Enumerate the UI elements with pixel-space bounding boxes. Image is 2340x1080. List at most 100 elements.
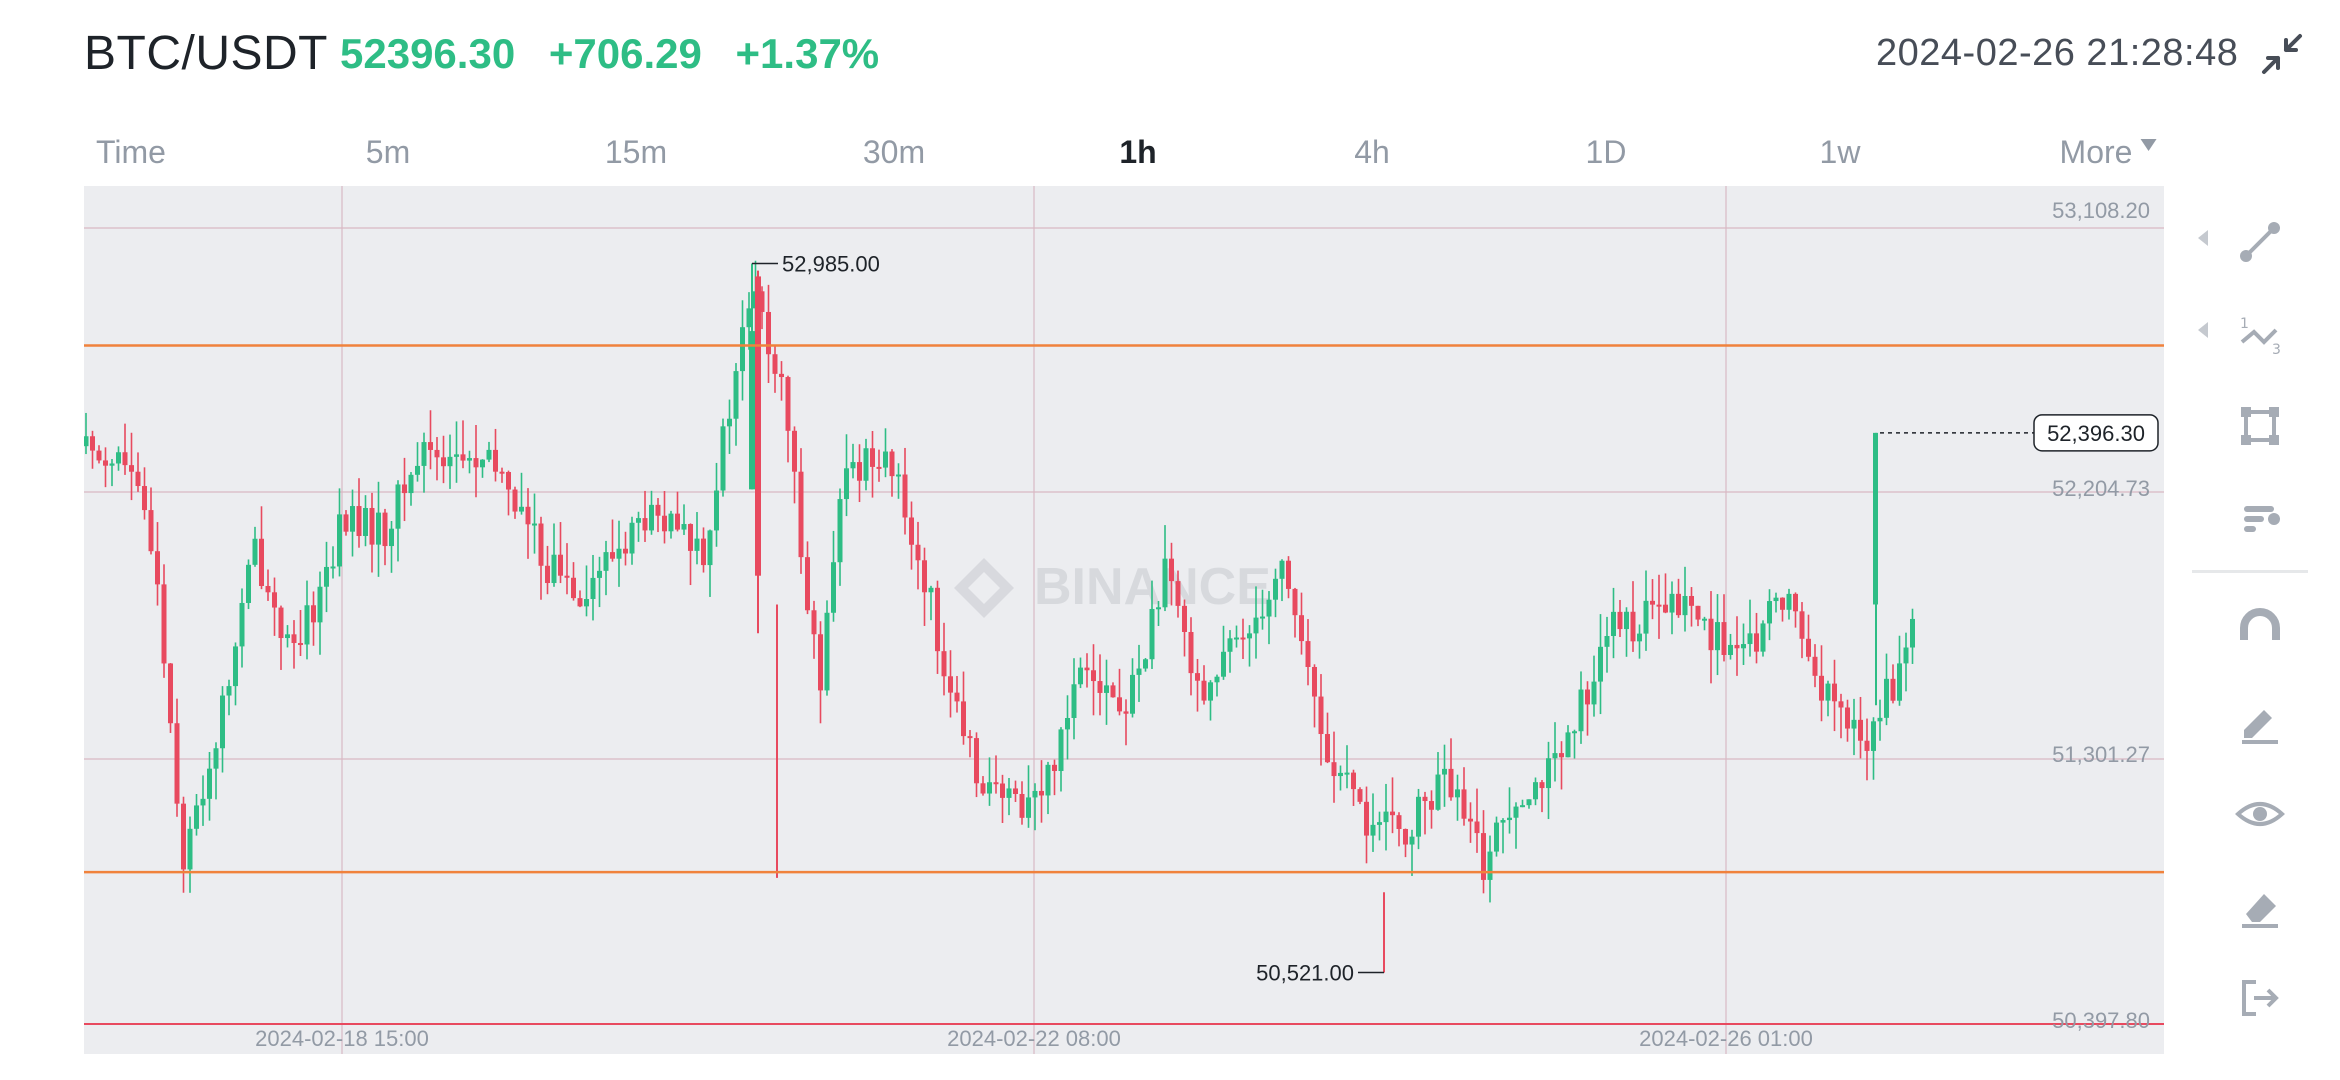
indicator-bars-icon[interactable] <box>2234 492 2286 544</box>
chart-canvas[interactable]: BINANCE 52,985.00 50,521.00 52,396.30 53,108… <box>84 186 2164 1054</box>
y-axis-label: 52,204.73 <box>2052 476 2150 501</box>
candle-body <box>740 327 745 372</box>
exit-icon[interactable] <box>2234 972 2286 1024</box>
trend-line-icon[interactable] <box>2234 216 2286 268</box>
candle-body <box>1617 611 1623 630</box>
candle-body <box>1682 595 1688 616</box>
candle-body <box>909 517 914 545</box>
price-change: +706.29 <box>548 30 702 77</box>
candle-body <box>142 486 147 511</box>
candle-body <box>1032 790 1038 798</box>
candle-body <box>337 514 342 567</box>
candle-body <box>558 554 563 576</box>
candle-body <box>103 460 108 466</box>
price-group: 52396.30 +706.29 +1.37% <box>340 30 901 78</box>
candle-body <box>694 538 700 551</box>
candle-body <box>187 828 193 870</box>
high-annotation: 52,985.00 <box>782 251 880 276</box>
tab-15m[interactable]: 15m <box>604 134 668 170</box>
tab-1d[interactable]: 1D <box>1585 134 1627 170</box>
candle-body <box>1383 811 1389 823</box>
candle-body <box>1663 604 1668 613</box>
candle-body <box>766 311 771 355</box>
expand-left-icon[interactable] <box>2198 230 2208 246</box>
tab-30m[interactable]: 30m <box>862 134 926 170</box>
candle-body <box>272 592 277 608</box>
y-axis-label: 50,397.80 <box>2052 1008 2150 1033</box>
candle-body <box>1754 633 1759 652</box>
candle-body <box>395 484 401 529</box>
candle-body <box>1195 673 1200 681</box>
candle-body <box>1858 719 1863 741</box>
candle-body <box>1162 558 1168 608</box>
candle-body <box>1890 678 1896 701</box>
candle-body <box>343 514 349 532</box>
candle-body <box>96 450 102 461</box>
eraser-icon[interactable] <box>2234 880 2286 932</box>
candle-body <box>746 308 752 328</box>
candle-body <box>129 465 134 472</box>
tab-more[interactable]: More <box>2060 134 2157 171</box>
candle-body <box>291 634 297 644</box>
candle-body <box>577 598 583 607</box>
rectangle-shape-icon[interactable] <box>2234 400 2286 452</box>
candle-body <box>1708 618 1714 651</box>
candle-body <box>220 695 225 749</box>
candle-body <box>749 331 755 490</box>
magnet-icon[interactable] <box>2234 604 2286 656</box>
candle-body <box>941 651 947 677</box>
brush-icon[interactable] <box>2234 696 2286 748</box>
candle-body <box>1058 729 1064 772</box>
candle-body <box>844 468 849 500</box>
candle-body <box>1565 732 1571 758</box>
candle-body <box>259 538 264 586</box>
candle-body <box>805 557 810 611</box>
expand-left-icon[interactable] <box>2198 322 2208 338</box>
visibility-eye-icon[interactable] <box>2234 788 2286 840</box>
trading-pair[interactable]: BTC/USDT <box>84 27 328 80</box>
candle-body <box>870 448 875 467</box>
candle-body <box>1780 597 1785 610</box>
candle-body <box>252 538 258 565</box>
candle-body <box>1097 681 1103 693</box>
last-price-tag-box <box>2033 414 2159 452</box>
collapse-icon[interactable] <box>2258 30 2306 78</box>
candle-body <box>181 803 186 870</box>
candle-body <box>961 701 966 737</box>
candle-body <box>90 436 95 451</box>
candlestick-chart[interactable]: BINANCE 52,985.00 50,521.00 52,396.30 53,108… <box>84 186 2164 1054</box>
candle-body <box>707 530 713 566</box>
candle-body <box>1370 824 1376 836</box>
tab-4h[interactable]: 4h <box>1354 134 1390 170</box>
candle-body <box>1806 638 1811 657</box>
tab-1h[interactable]: 1h <box>1119 134 1157 170</box>
candle-body <box>1819 675 1824 701</box>
candle-body <box>1624 611 1629 630</box>
candle-body <box>1897 663 1902 701</box>
candle-body <box>1812 656 1818 676</box>
current-datetime: 2024-02-26 21:28:48 <box>1876 32 2239 74</box>
candle-body <box>837 499 843 563</box>
tab-1w[interactable]: 1w <box>1819 134 1861 170</box>
candle-body <box>1637 633 1642 642</box>
candle-body <box>408 474 414 494</box>
candle-body <box>324 566 329 587</box>
candle-body <box>512 489 518 512</box>
candle-body <box>1598 646 1603 682</box>
candle-body <box>1559 753 1564 758</box>
candle-body <box>532 523 537 526</box>
candle-body <box>1130 674 1135 714</box>
candle-body <box>1507 817 1512 821</box>
candle-body <box>1871 721 1876 751</box>
candle-body <box>1741 644 1746 649</box>
tab-5m[interactable]: 5m <box>365 134 411 170</box>
candle-body <box>246 564 251 603</box>
candle-body <box>824 612 830 691</box>
tab-time[interactable]: Time <box>96 134 166 170</box>
candle-body <box>1728 644 1733 655</box>
candle-body <box>155 551 160 585</box>
candle-body <box>200 798 206 806</box>
candle-body <box>1234 637 1239 640</box>
candle-body <box>1611 611 1616 637</box>
